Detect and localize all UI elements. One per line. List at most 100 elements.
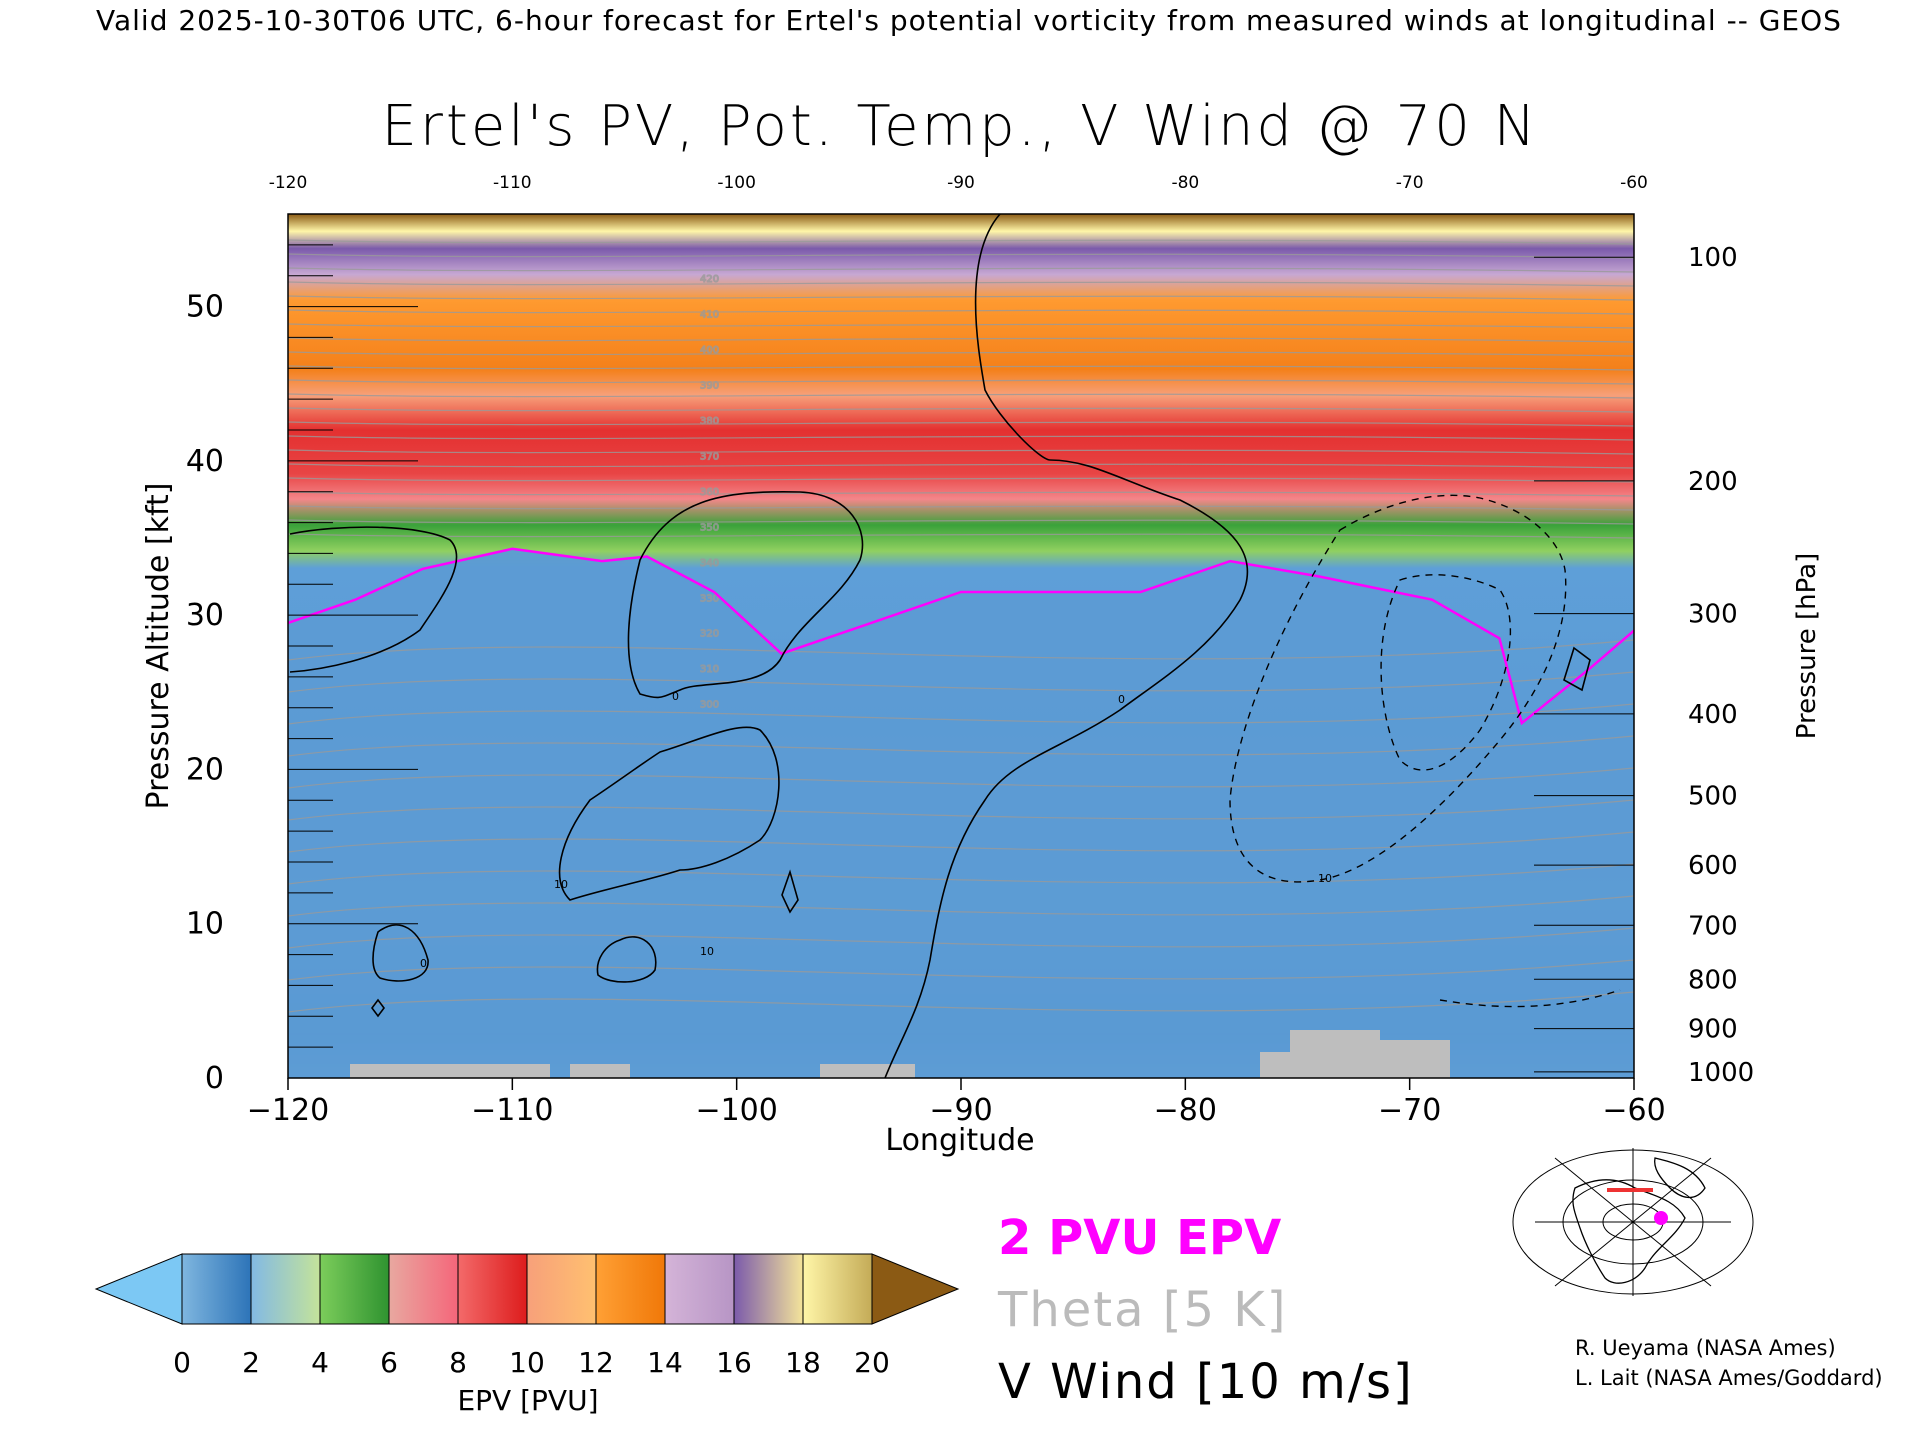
colorbar-segment <box>181 1253 252 1325</box>
theta-line <box>288 505 1634 511</box>
terrain <box>350 1030 1450 1078</box>
y-axis-label: Pressure Altitude [kft] <box>141 483 176 810</box>
locator-map-icon <box>1512 1148 1754 1296</box>
theta-label: 370 <box>700 451 719 462</box>
theta-isentropes: 300 310 320 330 340 350 360 370 380 390 400 410 420 <box>288 239 1634 1013</box>
pressure-tick-label: 900 <box>1688 1015 1738 1045</box>
x-tick-label: −90 <box>929 1093 992 1128</box>
theta-line <box>288 491 1634 497</box>
theta-line <box>288 799 1634 821</box>
x-tick-label: −120 <box>247 1093 329 1128</box>
theta-line <box>288 337 1634 343</box>
svg-text:0: 0 <box>672 690 679 703</box>
pressure-tick-label: 200 <box>1688 467 1738 497</box>
theta-line <box>288 703 1634 725</box>
colorbar-tick-label: 10 <box>509 1346 545 1379</box>
theta-label: 390 <box>700 380 719 391</box>
theta-line <box>288 863 1634 885</box>
theta-line <box>288 253 1634 259</box>
y-axis: 0 10 20 30 40 50 <box>186 213 418 1096</box>
colorbar-segment <box>319 1253 390 1325</box>
theta-line <box>288 365 1634 371</box>
colorbar-tick-label: 18 <box>785 1346 821 1379</box>
colorbar-label: EPV [PVU] <box>457 1384 598 1417</box>
theta-line <box>288 239 1634 245</box>
pressure-tick-label: 1000 <box>1688 1058 1754 1088</box>
vwind-contours-negative <box>1229 494 1621 1008</box>
x-top-axis: -120 -110 -100 -90 -80 -70 -60 <box>269 173 1648 193</box>
top-caption: Valid 2025-10-30T06 UTC, 6-hour forecast… <box>96 4 1842 37</box>
theta-line <box>288 463 1634 469</box>
theta-line <box>288 671 1634 693</box>
credit-line: L. Lait (NASA Ames/Goddard) <box>1575 1366 1883 1390</box>
y-tick-label: 10 <box>186 907 224 942</box>
colorbar-tick-label: 12 <box>578 1346 614 1379</box>
y-tick-label: 0 <box>205 1061 224 1096</box>
theta-label: 360 <box>700 487 719 498</box>
chart-title: Ertel's PV, Pot. Temp., V Wind @ 70 N <box>381 94 1539 159</box>
theta-label: 420 <box>700 274 719 285</box>
theta-label: 330 <box>700 593 719 604</box>
colorbar-tick-label: 4 <box>311 1346 329 1379</box>
colorbar: 0 2 4 6 8 10 12 14 16 18 20 <box>94 1253 960 1379</box>
colorbar-segment <box>388 1253 459 1325</box>
theta-line <box>288 435 1634 441</box>
theta-line <box>288 281 1634 287</box>
theta-label: 310 <box>700 664 719 675</box>
theta-line <box>288 735 1634 757</box>
theta-line <box>288 927 1634 949</box>
colorbar-tick-label: 0 <box>173 1346 191 1379</box>
pressure-tick-label: 700 <box>1688 911 1738 941</box>
legend-vwind: V Wind [10 m/s] <box>998 1354 1414 1410</box>
theta-label: 410 <box>700 309 719 320</box>
x-top-tick-label: -90 <box>947 173 975 193</box>
x-top-tick-label: -80 <box>1171 173 1199 193</box>
colorbar-tick-label: 8 <box>449 1346 467 1379</box>
theta-line <box>288 323 1634 329</box>
pressure-axis: 100 200 300 400 500 600 700 800 900 1000 <box>1534 243 1754 1088</box>
x-tick-label: −70 <box>1378 1093 1441 1128</box>
x-tick-label: −100 <box>695 1093 777 1128</box>
theta-line <box>288 519 1634 525</box>
colorbar-tick-label: 16 <box>716 1346 752 1379</box>
colorbar-tick-label: 20 <box>854 1346 890 1379</box>
colorbar-segment <box>250 1253 321 1325</box>
theta-line <box>288 991 1634 1013</box>
svg-text:10: 10 <box>700 945 714 958</box>
pressure-tick-label: 100 <box>1688 243 1738 273</box>
theta-label: 400 <box>700 345 719 356</box>
svg-text:10: 10 <box>1318 872 1332 885</box>
theta-line <box>288 831 1634 853</box>
contour-labels: 0 0 0 10 10 10 <box>420 690 1332 970</box>
pressure-tick-label: 600 <box>1688 851 1738 881</box>
colorbar-over-arrow <box>871 1253 960 1325</box>
theta-line <box>288 309 1634 315</box>
credit-line: R. Ueyama (NASA Ames) <box>1575 1336 1836 1360</box>
colorbar-segment <box>802 1253 873 1325</box>
pressure-tick-label: 400 <box>1688 700 1738 730</box>
theta-label: 380 <box>700 416 719 427</box>
svg-text:10: 10 <box>554 878 568 891</box>
theta-line <box>288 407 1634 413</box>
legend-theta: Theta [5 K] <box>998 1282 1288 1338</box>
theta-line <box>288 639 1634 661</box>
svg-text:0: 0 <box>1118 693 1125 706</box>
svg-text:0: 0 <box>420 957 427 970</box>
theta-label: 350 <box>700 522 719 533</box>
x-top-tick-label: -70 <box>1396 173 1424 193</box>
theta-label: 320 <box>700 629 719 640</box>
colorbar-segment <box>664 1253 735 1325</box>
theta-label: 300 <box>700 700 719 711</box>
theta-line <box>288 379 1634 385</box>
x-tick-label: −60 <box>1602 1093 1665 1128</box>
pressure-axis-label: Pressure [hPa] <box>1792 553 1822 740</box>
x-tick-label: −110 <box>471 1093 553 1128</box>
theta-line <box>288 959 1634 981</box>
theta-line <box>288 351 1634 357</box>
colorbar-tick-label: 14 <box>647 1346 683 1379</box>
theta-line <box>288 477 1634 483</box>
colorbar-segment <box>595 1253 666 1325</box>
theta-line <box>288 421 1634 427</box>
x-axis-label: Longitude <box>885 1123 1034 1158</box>
